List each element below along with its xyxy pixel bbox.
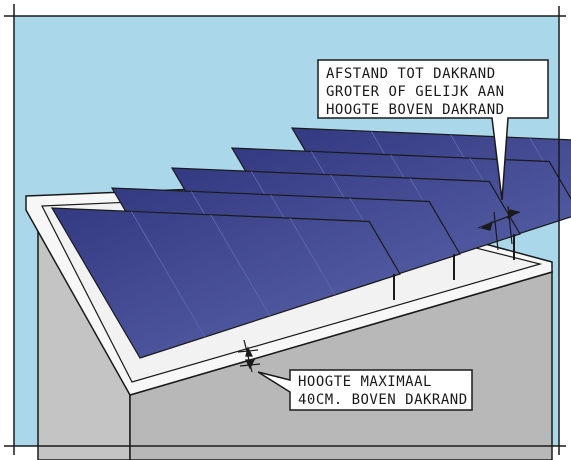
- panel-cell-divider: [210, 214, 271, 317]
- distance-rule-line-3: HOOGTE BOVEN DAKRAND: [326, 102, 505, 118]
- panel-cell-divider: [130, 211, 206, 338]
- callout-height-rule: HOOGTE MAXIMAAL 40CM. BOVEN DAKRAND: [257, 369, 473, 411]
- distance-rule-line-1: AFSTAND TOT DAKRAND: [326, 66, 496, 82]
- distance-dimension-marker: [477, 205, 521, 251]
- callout-bubble: [257, 369, 473, 411]
- height-dimension-marker: [237, 339, 261, 373]
- solar-panel-row: [50, 207, 401, 359]
- callout-distance-rule: AFSTAND TOT DAKRAND GROTER OF GELIJK AAN…: [317, 59, 549, 201]
- height-rule-line-1: HOOGTE MAXIMAAL: [298, 374, 432, 390]
- panel-cell-divider: [289, 217, 336, 296]
- height-rule-line-2: 40CM. BOVEN DAKRAND: [298, 392, 468, 408]
- callout-bubble: [317, 59, 549, 201]
- distance-rule-line-2: GROTER OF GELIJK AAN: [326, 84, 505, 100]
- sketch-frame: [4, 4, 566, 455]
